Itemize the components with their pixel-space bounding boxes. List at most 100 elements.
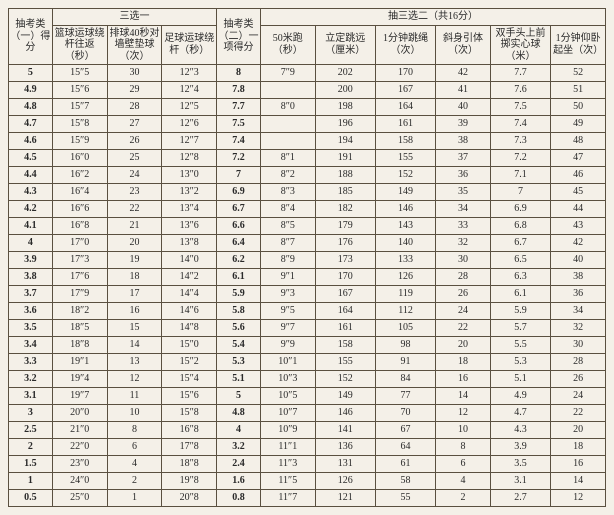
cell-b: 152 xyxy=(315,371,375,388)
cell-f: 50 xyxy=(551,99,606,116)
cell-s1: 4.1 xyxy=(9,218,53,235)
cell-a xyxy=(260,133,315,150)
cell-g1a: 24″0 xyxy=(52,473,107,490)
score-table: 抽考类（一）得分 三选一 抽考类（二）一项得分 抽三选二（共16分） 篮球运球绕… xyxy=(8,8,606,507)
cell-d: 6 xyxy=(436,456,491,473)
cell-g1b: 10 xyxy=(107,405,162,422)
cell-s1: 4.3 xyxy=(9,184,53,201)
cell-s2: 3.2 xyxy=(217,439,261,456)
cell-a: 8″1 xyxy=(260,150,315,167)
cell-f: 24 xyxy=(551,388,606,405)
cell-s2: 1.6 xyxy=(217,473,261,490)
cell-g1b: 28 xyxy=(107,99,162,116)
cell-s1: 3.4 xyxy=(9,337,53,354)
cell-e: 7 xyxy=(490,184,550,201)
cell-g1b: 17 xyxy=(107,286,162,303)
cell-b: 185 xyxy=(315,184,375,201)
cell-b: 176 xyxy=(315,235,375,252)
cell-s1: 0.5 xyxy=(9,490,53,507)
cell-g1c: 13″4 xyxy=(162,201,217,218)
cell-s1: 1 xyxy=(9,473,53,490)
cell-g1a: 18″5 xyxy=(52,320,107,337)
cell-b: 194 xyxy=(315,133,375,150)
cell-c: 55 xyxy=(375,490,435,507)
cell-g1c: 14″0 xyxy=(162,252,217,269)
cell-g1c: 12″6 xyxy=(162,116,217,133)
cell-e: 4.3 xyxy=(490,422,550,439)
cell-s1: 4.8 xyxy=(9,99,53,116)
cell-g1c: 12″7 xyxy=(162,133,217,150)
cell-g1c: 20″8 xyxy=(162,490,217,507)
cell-s1: 3.1 xyxy=(9,388,53,405)
cell-s2: 7.8 xyxy=(217,82,261,99)
cell-g1b: 4 xyxy=(107,456,162,473)
table-row: 4.715″82712″67.5196161397.449 xyxy=(9,116,606,133)
cell-b: 131 xyxy=(315,456,375,473)
cell-a: 10″9 xyxy=(260,422,315,439)
cell-b: 196 xyxy=(315,116,375,133)
cell-d: 28 xyxy=(436,269,491,286)
table-row: 3.917″31914″06.28″9173133306.540 xyxy=(9,252,606,269)
cell-e: 4.7 xyxy=(490,405,550,422)
cell-a: 8″5 xyxy=(260,218,315,235)
cell-e: 5.1 xyxy=(490,371,550,388)
cell-f: 14 xyxy=(551,473,606,490)
cell-a: 8″3 xyxy=(260,184,315,201)
cell-f: 26 xyxy=(551,371,606,388)
cell-c: 140 xyxy=(375,235,435,252)
cell-e: 6.5 xyxy=(490,252,550,269)
cell-f: 49 xyxy=(551,116,606,133)
cell-c: 164 xyxy=(375,99,435,116)
table-header: 抽考类（一）得分 三选一 抽考类（二）一项得分 抽三选二（共16分） 篮球运球绕… xyxy=(9,9,606,65)
cell-a: 8″7 xyxy=(260,235,315,252)
cell-f: 30 xyxy=(551,337,606,354)
cell-s1: 3.7 xyxy=(9,286,53,303)
cell-b: 161 xyxy=(315,320,375,337)
table-row: 4.615″92612″77.4194158387.348 xyxy=(9,133,606,150)
cell-s2: 4.8 xyxy=(217,405,261,422)
cell-c: 119 xyxy=(375,286,435,303)
cell-s1: 2 xyxy=(9,439,53,456)
cell-g1b: 12 xyxy=(107,371,162,388)
cell-s2: 6.2 xyxy=(217,252,261,269)
cell-c: 84 xyxy=(375,371,435,388)
cell-g1c: 18″8 xyxy=(162,456,217,473)
cell-a: 9″5 xyxy=(260,303,315,320)
cell-e: 5.3 xyxy=(490,354,550,371)
cell-g1c: 14″8 xyxy=(162,320,217,337)
cell-s1: 4.9 xyxy=(9,82,53,99)
cell-e: 5.9 xyxy=(490,303,550,320)
cell-d: 26 xyxy=(436,286,491,303)
hdr-g1c: 足球运球绕杆（秒） xyxy=(162,25,217,65)
cell-c: 64 xyxy=(375,439,435,456)
cell-g1a: 25″0 xyxy=(52,490,107,507)
hdr-g1a: 篮球运球绕杆往返（秒） xyxy=(52,25,107,65)
cell-s2: 7.4 xyxy=(217,133,261,150)
cell-g1c: 17″8 xyxy=(162,439,217,456)
cell-b: 149 xyxy=(315,388,375,405)
hdr-group1: 三选一 xyxy=(52,9,216,26)
cell-g1b: 1 xyxy=(107,490,162,507)
cell-g1a: 18″2 xyxy=(52,303,107,320)
cell-g1b: 26 xyxy=(107,133,162,150)
cell-f: 28 xyxy=(551,354,606,371)
cell-g1a: 15″9 xyxy=(52,133,107,150)
table-row: 2.521″0816″8410″914167104.320 xyxy=(9,422,606,439)
cell-d: 16 xyxy=(436,371,491,388)
cell-e: 5.5 xyxy=(490,337,550,354)
cell-d: 41 xyxy=(436,82,491,99)
table-row: 3.817″61814″26.19″1170126286.338 xyxy=(9,269,606,286)
table-row: 3.717″91714″45.99″3167119266.136 xyxy=(9,286,606,303)
cell-b: 198 xyxy=(315,99,375,116)
cell-g1b: 25 xyxy=(107,150,162,167)
cell-s2: 2.4 xyxy=(217,456,261,473)
cell-d: 30 xyxy=(436,252,491,269)
cell-s2: 6.4 xyxy=(217,235,261,252)
cell-s2: 7.2 xyxy=(217,150,261,167)
cell-g1b: 19 xyxy=(107,252,162,269)
cell-f: 51 xyxy=(551,82,606,99)
table-row: 3.518″51514″85.69″7161105225.732 xyxy=(9,320,606,337)
cell-g1b: 15 xyxy=(107,320,162,337)
cell-e: 6.7 xyxy=(490,235,550,252)
cell-d: 35 xyxy=(436,184,491,201)
